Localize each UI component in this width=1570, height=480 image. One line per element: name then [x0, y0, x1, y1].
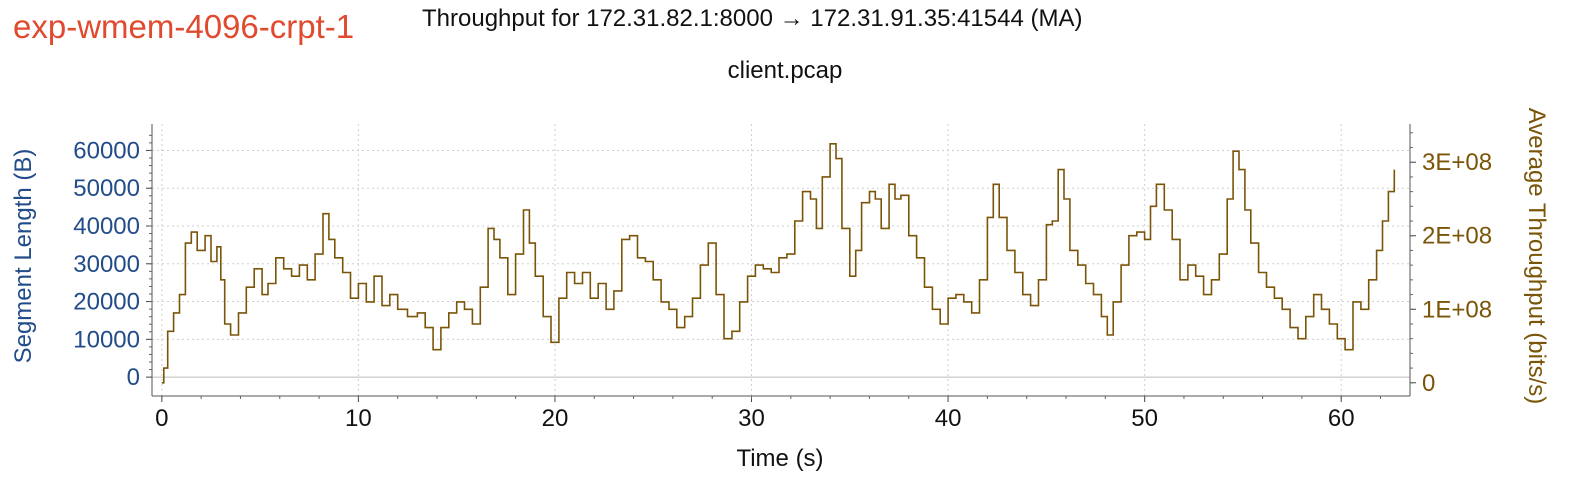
y-right-tick-label: 2E+08 — [1422, 223, 1492, 250]
x-axis-label: Time (s) — [736, 445, 823, 472]
y-left-tick-label: 50000 — [73, 175, 140, 202]
y-left-tick-label: 60000 — [73, 137, 140, 164]
tick-labels: 0 10 20 30 40 50 60 0 10000 20000 30000 40000 50000 6… — [73, 137, 1492, 432]
series-layer — [161, 143, 1396, 384]
x-tick-label: 50 — [1131, 405, 1158, 432]
y-right-tick-label: 3E+08 — [1422, 149, 1492, 176]
x-tick-label: 60 — [1328, 405, 1355, 432]
x-tick-label: 0 — [155, 405, 168, 432]
y-right-tick-label: 0 — [1422, 370, 1435, 397]
experiment-tag: exp-wmem-4096-crpt-1 — [13, 8, 355, 45]
chart-title: Throughput for 172.31.82.1:8000 → 172.31… — [422, 5, 1083, 32]
y-right-tick-label: 1E+08 — [1422, 296, 1492, 323]
x-tick-label: 10 — [345, 405, 372, 432]
chart-subtitle: client.pcap — [727, 57, 843, 84]
y-left-tick-label: 40000 — [73, 213, 140, 240]
throughput-series-line — [161, 143, 1396, 384]
y-left-tick-label: 10000 — [73, 326, 140, 353]
y-left-tick-label: 30000 — [73, 251, 140, 278]
x-tick-label: 20 — [542, 405, 569, 432]
y-left-tick-label: 0 — [127, 364, 140, 391]
grid-lines — [152, 124, 1410, 396]
axes — [146, 124, 1416, 402]
y-left-tick-label: 20000 — [73, 289, 140, 316]
x-tick-label: 30 — [738, 405, 765, 432]
y-axis-left-label: Segment Length (B) — [10, 149, 37, 364]
y-axis-right-label: Average Throughput (bits/s) — [1523, 108, 1550, 405]
x-tick-label: 40 — [935, 405, 962, 432]
